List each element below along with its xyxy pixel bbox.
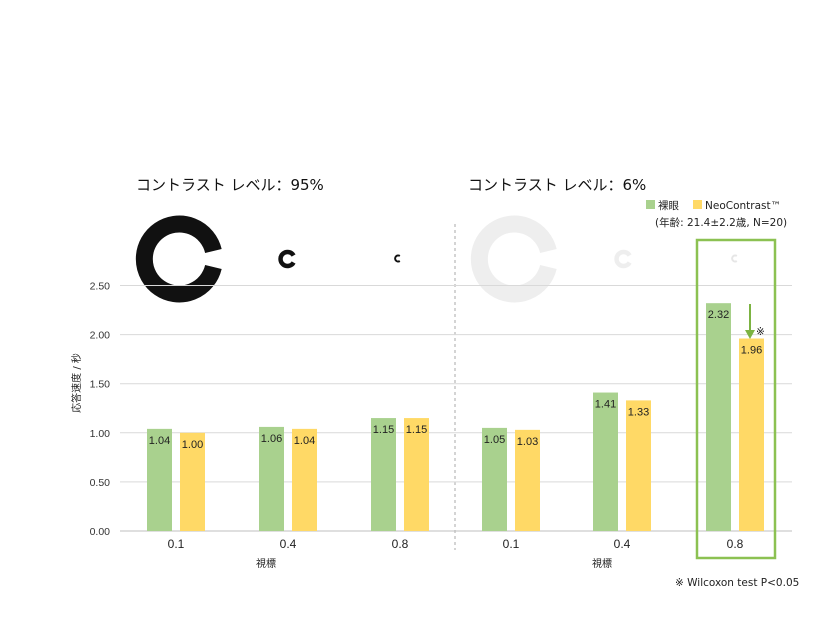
data-label: 1.04 xyxy=(294,435,315,447)
improvement-arrow xyxy=(745,304,755,339)
data-label: 1.00 xyxy=(182,439,203,451)
y-tick-label: 0.50 xyxy=(90,477,111,489)
x-tick-label: 0.4 xyxy=(280,537,297,551)
bar-naked-eye xyxy=(706,303,731,531)
landolt-c-icon xyxy=(614,249,632,269)
y-axis-title: 応答速度 / 秒 xyxy=(70,353,83,413)
data-label: 1.15 xyxy=(373,424,394,436)
data-label: 1.96 xyxy=(741,345,762,357)
bar-neocontrast xyxy=(515,429,540,531)
y-axis-ticks: 0.00 0.50 1.00 1.50 2.00 2.50 xyxy=(90,281,111,539)
bar-naked-eye xyxy=(259,426,284,531)
legend-swatch-neocontrast xyxy=(693,200,702,209)
legend-label-neocontrast: NeoContrast™ xyxy=(705,200,781,212)
landolt-c-icon xyxy=(278,249,296,269)
panel-title-low-contrast: コントラスト レベル：6% xyxy=(468,176,646,194)
bar-neocontrast xyxy=(626,400,651,531)
data-label: 1.15 xyxy=(406,424,427,436)
x-tick-label: 0.1 xyxy=(503,537,520,551)
bar-neocontrast xyxy=(404,418,429,531)
x-axis-title-right: 視標 xyxy=(592,557,612,570)
landolt-c-optotypes xyxy=(135,215,738,303)
bar-neocontrast xyxy=(292,428,317,531)
data-label: 2.32 xyxy=(708,309,729,321)
x-tick-label: 0.8 xyxy=(727,537,744,551)
x-tick-label: 0.4 xyxy=(614,537,631,551)
bar-neocontrast xyxy=(180,432,205,531)
significance-highlight-box xyxy=(695,238,777,560)
panel-title-high-contrast: コントラスト レベル：95% xyxy=(136,176,324,194)
y-tick-label: 2.50 xyxy=(90,281,111,293)
legend-label-naked-eye: 裸眼 xyxy=(658,199,679,212)
landolt-c-icon xyxy=(731,254,738,263)
data-label: 1.06 xyxy=(261,433,282,445)
x-tick-label: 0.1 xyxy=(168,537,185,551)
y-tick-label: 1.00 xyxy=(90,428,111,440)
landolt-c-icon xyxy=(135,215,222,303)
bar-naked-eye xyxy=(482,427,507,531)
data-label: 1.04 xyxy=(149,435,170,447)
footnote: ※ Wilcoxon test P<0.05 xyxy=(675,577,799,589)
bars xyxy=(147,303,764,531)
x-axis-ticks: 0.1 0.4 0.8 0.1 0.4 0.8 xyxy=(168,537,744,551)
x-axis-title-left: 視標 xyxy=(256,557,276,570)
gridlines xyxy=(120,285,792,532)
y-tick-label: 1.50 xyxy=(90,379,111,391)
bar-neocontrast xyxy=(739,338,764,531)
data-label: 1.33 xyxy=(628,406,649,418)
data-label: 1.03 xyxy=(517,436,538,448)
bar-naked-eye xyxy=(371,418,396,531)
data-label: 1.41 xyxy=(595,399,616,411)
significance-mark: ※ xyxy=(756,326,765,338)
legend-note: (年齢: 21.4±2.2歳, N=20) xyxy=(655,216,787,229)
landolt-c-icon xyxy=(470,215,557,303)
y-tick-label: 0.00 xyxy=(90,526,111,538)
legend-swatch-naked-eye xyxy=(646,200,655,209)
bar-naked-eye xyxy=(147,428,172,531)
value-labels: 1.04 1.06 1.15 1.05 1.41 2.32 1.00 1.04 1.15 1.03… xyxy=(149,309,762,451)
data-label: 1.05 xyxy=(484,434,505,446)
y-tick-label: 2.00 xyxy=(90,330,111,342)
bar-naked-eye xyxy=(593,392,618,531)
landolt-c-icon xyxy=(394,254,401,263)
x-tick-label: 0.8 xyxy=(392,537,409,551)
